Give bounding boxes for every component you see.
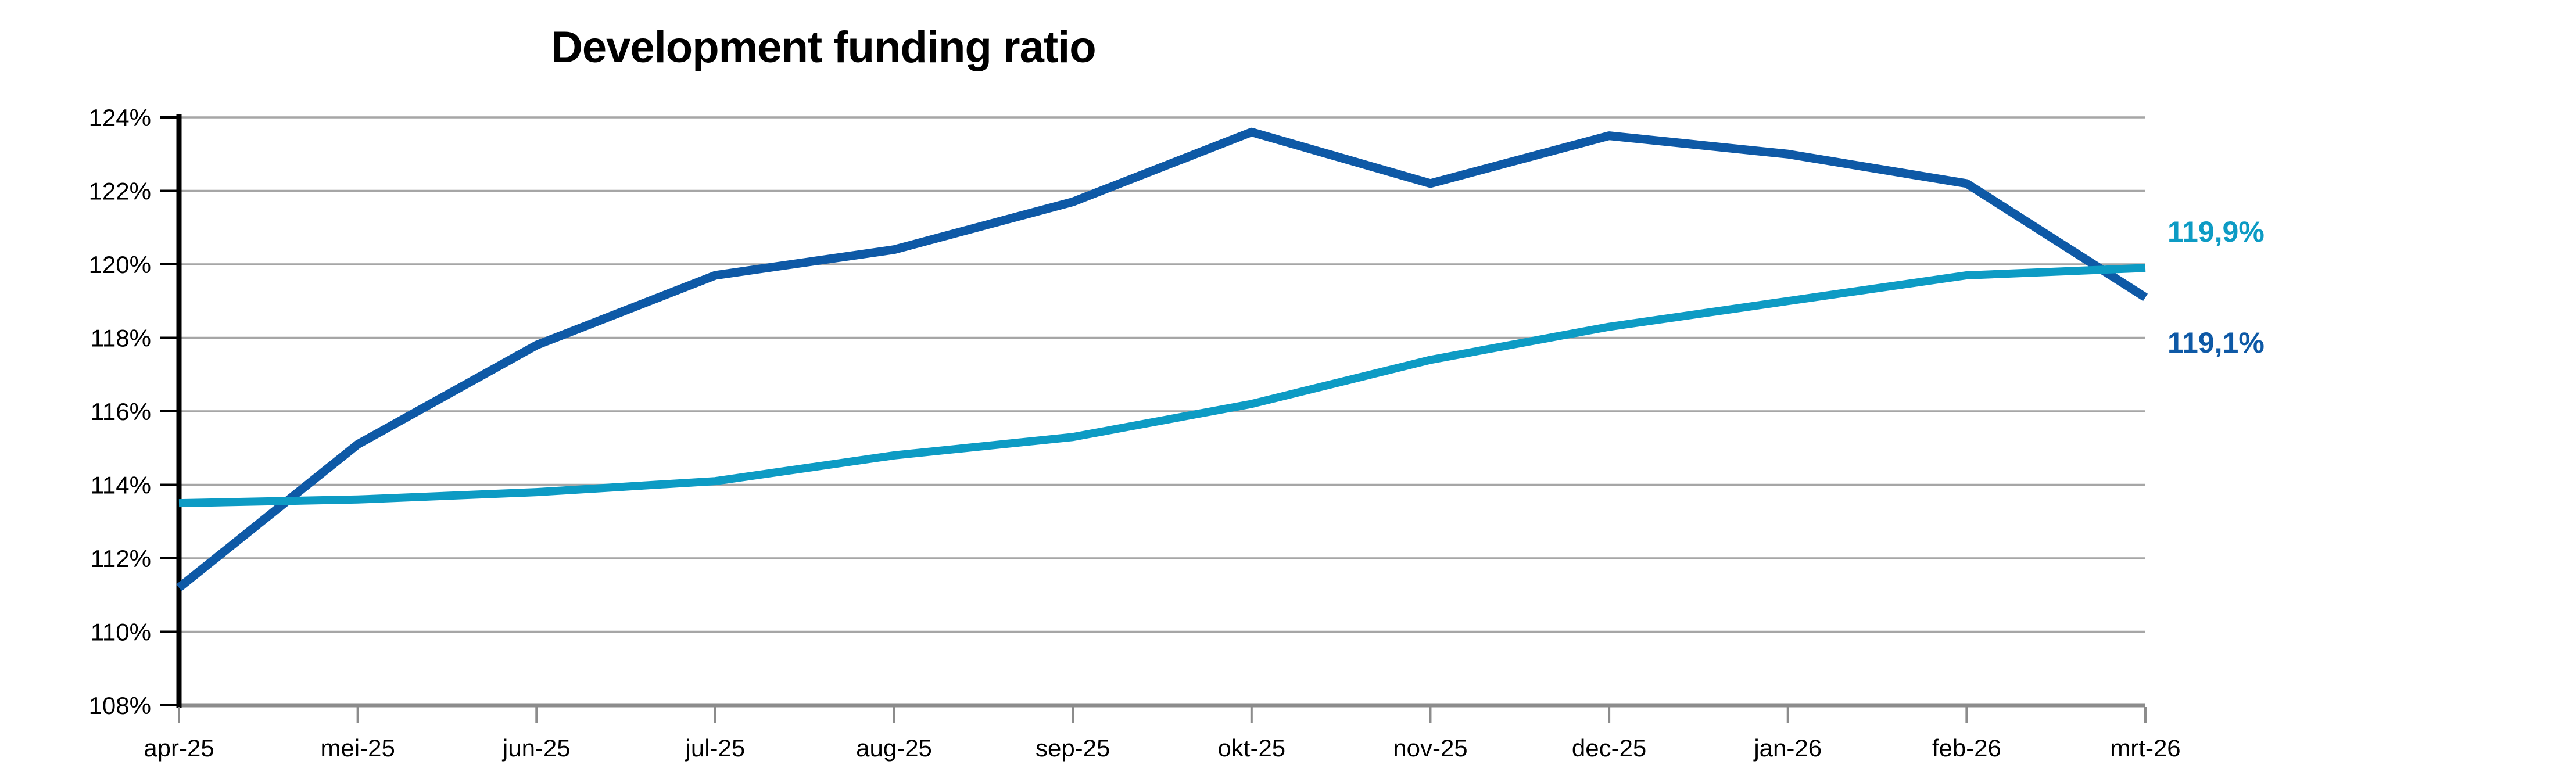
x-axis-label: aug-25 [856, 734, 932, 762]
chart-title: Development funding ratio [551, 23, 1097, 72]
x-axis-label: jun-25 [501, 734, 571, 762]
x-axis-label: mrt-26 [2110, 734, 2180, 762]
y-axis-label: 108% [89, 692, 151, 719]
x-axis-label: feb-26 [1932, 734, 2001, 762]
x-axis-label: jul-25 [685, 734, 746, 762]
x-axis-label: sep-25 [1036, 734, 1110, 762]
dark-blue-series-line [176, 127, 2148, 591]
y-axis-label: 118% [91, 325, 151, 352]
series-end-label-teal: 119,9% [2167, 216, 2265, 249]
y-axis-label: 114% [91, 472, 151, 499]
x-axis-label: okt-25 [1217, 734, 1285, 762]
x-axis-label: apr-25 [144, 734, 214, 762]
y-axis-label: 112% [91, 545, 151, 572]
y-axis-label: 122% [89, 178, 151, 205]
y-axis-label: 110% [91, 619, 151, 646]
y-axis-label: 120% [89, 251, 151, 278]
teal-series-line [178, 264, 2146, 508]
x-axis-label: nov-25 [1393, 734, 1467, 762]
x-axis-label: jan-26 [1753, 734, 1822, 762]
y-axis-label: 124% [89, 104, 151, 131]
y-axis-label: 116% [91, 398, 151, 425]
x-axis-label: mei-25 [320, 734, 395, 762]
series-end-label-dark-blue: 119,1% [2167, 326, 2265, 359]
x-axis-label: dec-25 [1572, 734, 1646, 762]
